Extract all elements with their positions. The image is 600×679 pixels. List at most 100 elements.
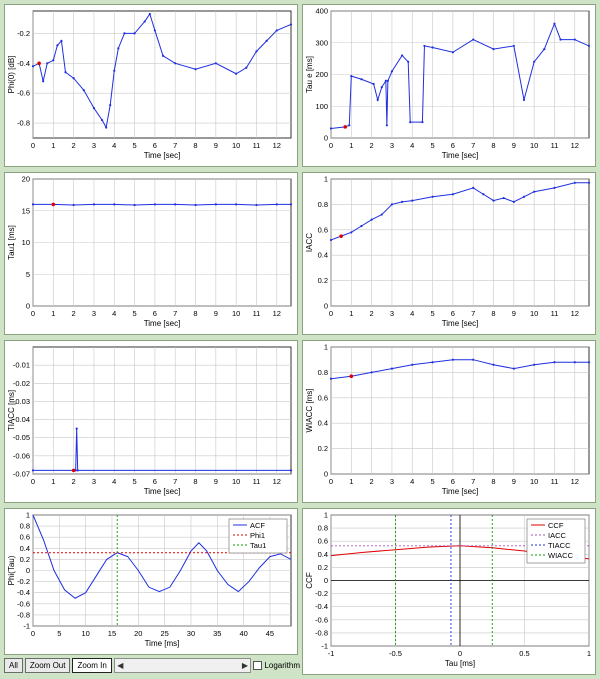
x-tick-label: 9 — [214, 477, 218, 486]
data-point — [533, 60, 536, 63]
x-axis-label: Time [sec] — [442, 487, 479, 496]
x-tick-label: 35 — [213, 629, 221, 638]
tau1-chart-panel: 0 1 2 3 4 5 6 7 8 9 10 11 12 0 5 10 15 20 Time [sec] Tau1 [… — [4, 172, 298, 335]
x-tick-label: 2 — [72, 477, 76, 486]
data-point — [117, 47, 120, 50]
x-tick-label: 12 — [571, 309, 579, 318]
x-tick-label: 1 — [349, 477, 353, 486]
data-point — [148, 12, 151, 16]
data-point — [587, 181, 591, 184]
x-tick-label: 9 — [512, 141, 516, 150]
y-tick-label: 100 — [315, 102, 328, 111]
data-point — [512, 200, 515, 203]
data-point — [133, 203, 136, 207]
data-point — [133, 32, 136, 35]
data-point — [329, 238, 333, 242]
data-point — [52, 59, 55, 62]
time-scrollbar[interactable]: ◀ ▶ — [113, 657, 252, 673]
x-tick-label: 5 — [132, 309, 136, 318]
y-tick-label: 400 — [315, 7, 328, 16]
data-point — [411, 363, 414, 366]
legend-label: CCF — [548, 521, 564, 530]
data-point — [380, 213, 383, 216]
wiacc-chart-panel: 0 1 2 3 4 5 6 7 8 9 10 11 12 0 0.2 0.4 0.6 0.8 1 Time [sec]… — [302, 340, 596, 503]
logarithm-toggle[interactable]: Logarithm — [253, 660, 300, 670]
y-axis-label: IACC — [305, 233, 314, 252]
x-tick-label: 45 — [266, 629, 274, 638]
data-point — [512, 44, 515, 48]
data-point — [194, 203, 197, 207]
scroll-right-icon[interactable]: ▶ — [241, 660, 248, 670]
y-tick-label: 0.8 — [318, 200, 328, 209]
data-point — [522, 98, 526, 101]
x-tick-label: 10 — [530, 477, 538, 486]
y-tick-label: 0.8 — [318, 368, 328, 377]
data-point — [390, 70, 394, 73]
x-tick-label: 4 — [112, 477, 116, 486]
x-tick-label: 5 — [132, 477, 136, 486]
x-tick-label: 3 — [92, 477, 96, 486]
y-tick-label: 0.8 — [318, 524, 328, 533]
current-marker — [349, 374, 354, 379]
x-tick-label: 7 — [471, 309, 475, 318]
x-tick-label: 8 — [193, 477, 197, 486]
data-point — [573, 361, 576, 364]
y-tick-label: 5 — [26, 270, 30, 279]
data-point — [376, 98, 379, 101]
x-tick-label: 6 — [153, 141, 157, 150]
y-tick-label: 0.2 — [318, 444, 328, 453]
data-point — [72, 77, 75, 80]
y-axis-label: Tau e [ms] — [305, 56, 314, 93]
y-axis-label: Phi(Tau) — [7, 555, 16, 585]
x-tick-label: 12 — [571, 141, 579, 150]
zoom-in-button[interactable]: Zoom In — [72, 657, 112, 673]
x-tick-label: 4 — [410, 477, 414, 486]
x-tick-label: 10 — [530, 141, 538, 150]
x-tick-label: 10 — [530, 309, 538, 318]
scroll-left-icon[interactable]: ◀ — [117, 660, 124, 670]
x-tick-label: 5 — [57, 629, 61, 638]
x-tick-label: 6 — [451, 141, 455, 150]
x-tick-label: 3 — [390, 141, 394, 150]
data-point — [100, 118, 104, 122]
x-axis-label: Time [sec] — [442, 319, 479, 328]
data-point — [153, 203, 156, 206]
x-tick-label: 8 — [193, 309, 197, 318]
data-point — [214, 203, 217, 206]
y-tick-label: 0 — [324, 302, 328, 311]
y-tick-label: 1 — [26, 511, 30, 520]
data-point — [255, 203, 258, 207]
y-tick-label: 10 — [22, 238, 30, 247]
x-tick-label: 11 — [551, 477, 559, 486]
data-point — [265, 39, 268, 42]
x-tick-label: -0.5 — [389, 649, 402, 658]
x-tick-label: 3 — [92, 309, 96, 318]
y-tick-label: 0 — [26, 302, 30, 311]
acf-chart-panel: 0 5 10 15 20 25 30 35 40 45 -1 -0.8 -0.6 -0.4 -0.2 0 0.2… — [4, 508, 298, 655]
x-tick-label: 6 — [451, 477, 455, 486]
data-point — [92, 107, 96, 110]
x-tick-label: 0 — [31, 141, 35, 150]
x-tick-label: 30 — [187, 629, 195, 638]
data-point — [105, 126, 108, 129]
taue-chart-panel: 0 1 2 3 4 5 6 7 8 9 10 11 12 0 100 200 300 400 Time [sec] T… — [302, 4, 596, 167]
data-point — [380, 86, 383, 89]
x-axis-label: Time [sec] — [144, 319, 181, 328]
data-point — [370, 371, 373, 374]
all-button[interactable]: All — [4, 657, 23, 673]
y-tick-label: 0.6 — [318, 225, 328, 234]
x-tick-label: 0 — [329, 309, 333, 318]
x-tick-label: 11 — [551, 309, 559, 318]
series-line — [32, 514, 292, 599]
x-axis-label: Time [ms] — [145, 639, 180, 648]
iacc-chart-panel: 0 1 2 3 4 5 6 7 8 9 10 11 12 0 0.2 0.4 0.6 0.8 1 Time [sec]… — [302, 172, 596, 335]
x-tick-label: 8 — [491, 141, 495, 150]
logarithm-checkbox[interactable] — [253, 660, 263, 670]
legend-label: WIACC — [548, 551, 574, 560]
y-tick-label: -1 — [321, 642, 328, 651]
x-tick-label: 1 — [587, 649, 591, 658]
zoom-out-button[interactable]: Zoom Out — [24, 657, 71, 673]
y-tick-label: 0.2 — [318, 276, 328, 285]
y-tick-label: 0.8 — [20, 522, 30, 531]
data-point — [64, 71, 67, 74]
